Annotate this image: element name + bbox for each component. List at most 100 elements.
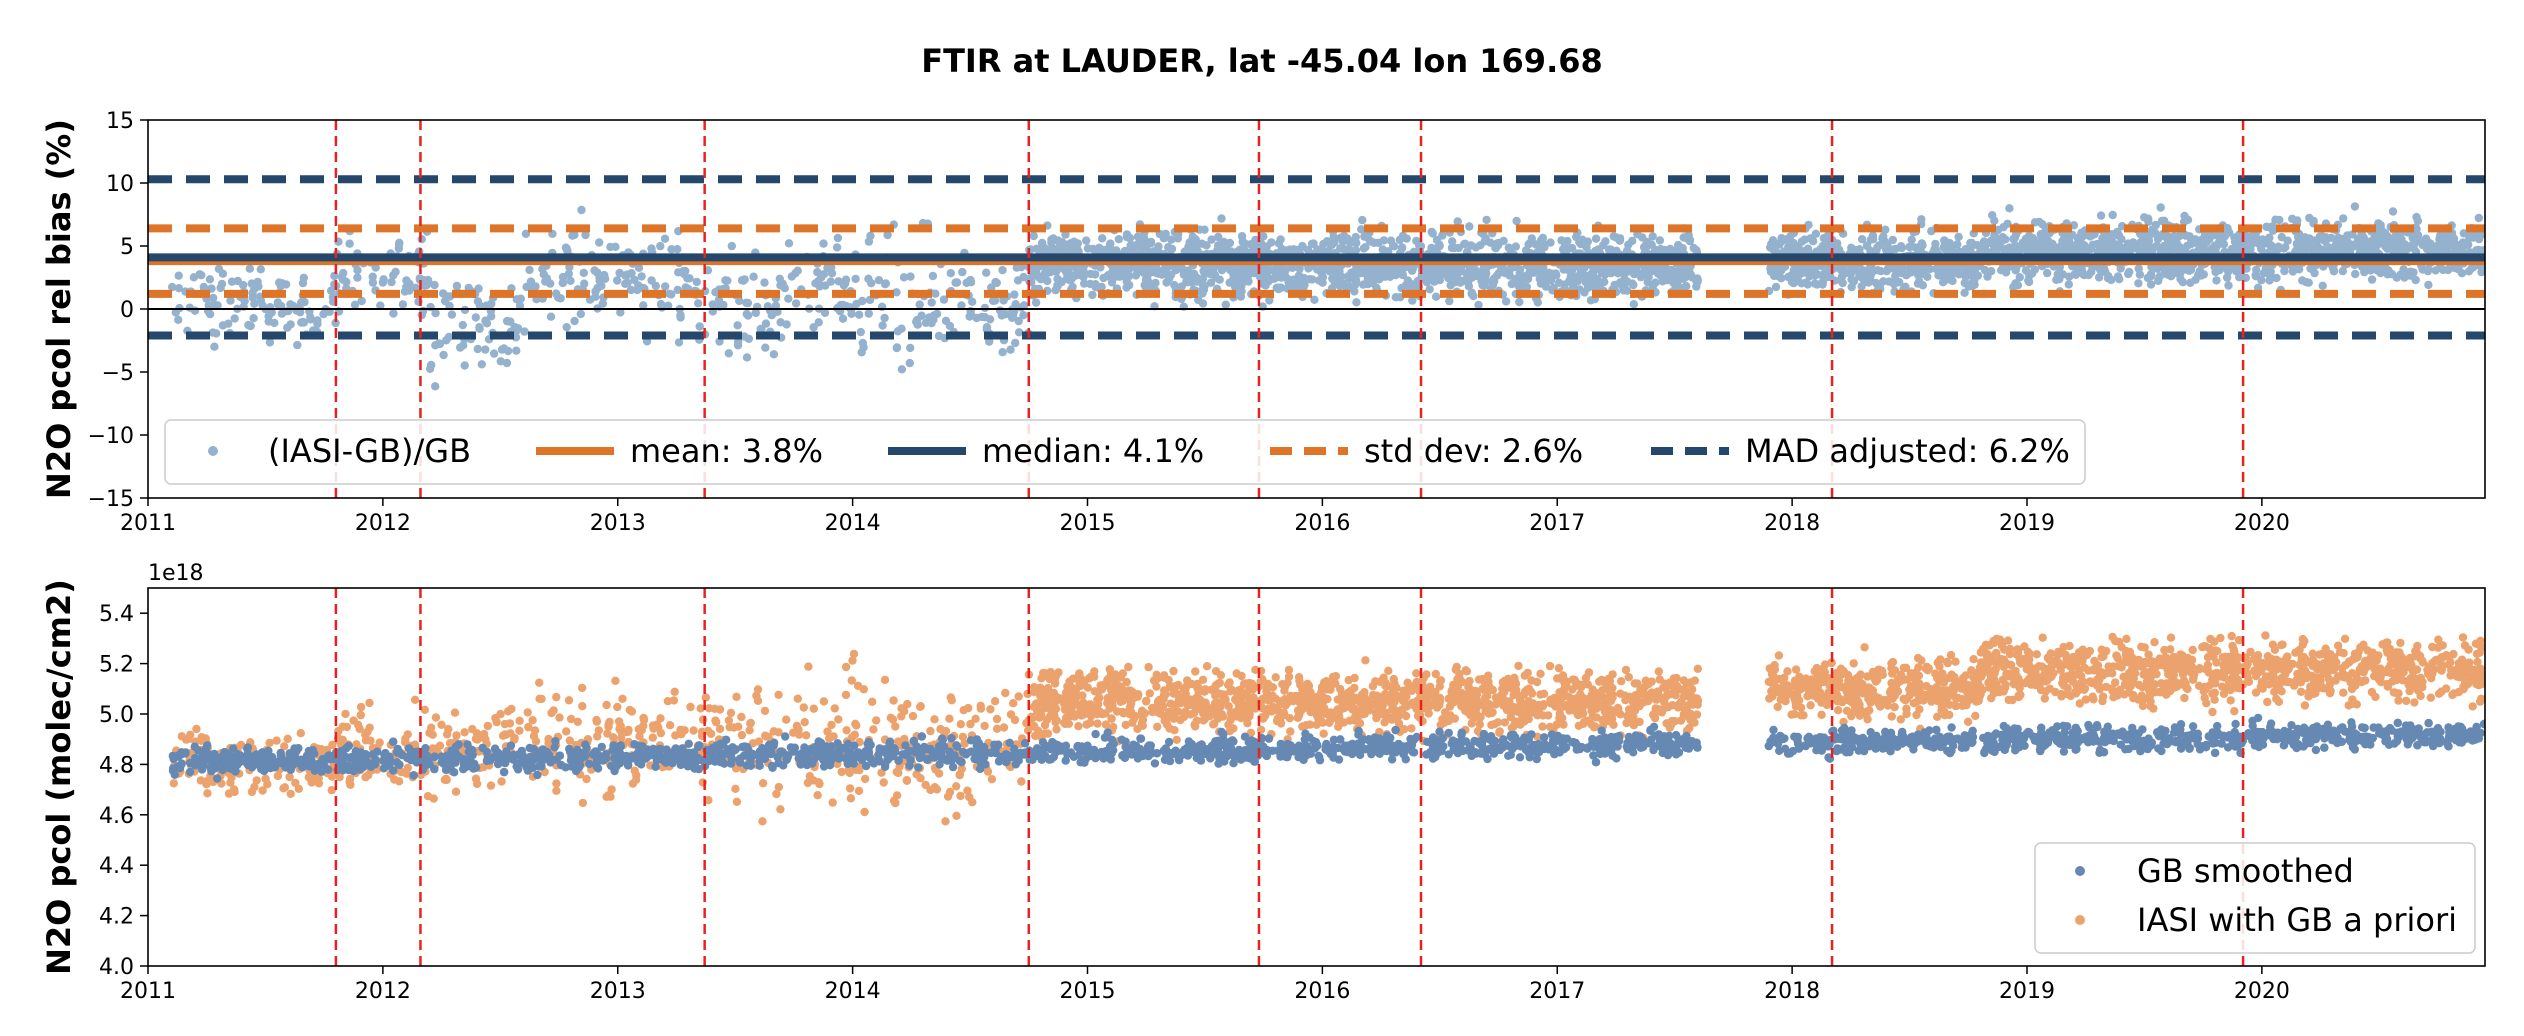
bias-point	[742, 353, 752, 362]
bias-point	[2458, 238, 2468, 247]
bias-point	[1241, 266, 1250, 275]
bias-point	[2241, 273, 2250, 282]
bias-point	[218, 321, 228, 330]
bias-point	[905, 358, 914, 368]
bias-point	[265, 338, 275, 347]
bias-point	[447, 310, 457, 319]
bias-point	[1593, 245, 1603, 254]
bias-point	[1143, 271, 1152, 280]
bias-point	[1044, 246, 1053, 256]
bias-point	[1897, 243, 1907, 253]
iasi-point	[992, 714, 1002, 724]
iasi-point	[1009, 699, 1018, 708]
bias-point	[1554, 278, 1564, 287]
bias-point	[929, 311, 939, 320]
iasi-point	[952, 782, 961, 791]
iasi-point	[1693, 664, 1703, 673]
bias-point	[1197, 239, 1207, 248]
iasi-point	[273, 771, 283, 781]
bias-point	[2027, 269, 2037, 278]
bias-point	[230, 314, 239, 323]
bias-point	[2304, 278, 2313, 287]
bias-point	[724, 349, 733, 358]
bias-point	[551, 289, 561, 298]
iasi-point	[711, 716, 720, 725]
bias-point	[1408, 296, 1417, 305]
bias-point	[2151, 220, 2160, 230]
iasi-point	[451, 787, 461, 796]
bias-point	[1467, 289, 1476, 298]
bias-point	[2011, 266, 2020, 275]
iasi-point	[737, 712, 746, 722]
iasi-point	[578, 702, 587, 711]
bias-point	[1072, 242, 1081, 251]
bias-point	[2424, 280, 2433, 290]
bias-point	[1874, 241, 1884, 250]
iasi-point	[356, 710, 365, 720]
bias-point	[264, 312, 273, 321]
bias-point	[651, 281, 660, 291]
bias-point	[2043, 268, 2052, 278]
bias-point	[1265, 296, 1274, 305]
iasi-point	[1536, 669, 1545, 678]
bias-point	[1214, 232, 1223, 242]
iasi-point	[327, 772, 337, 781]
bias-point	[985, 337, 994, 346]
bias-point	[1011, 338, 1020, 348]
iasi-point	[1152, 682, 1161, 691]
bias-point	[2373, 266, 2382, 275]
bias-point	[892, 343, 902, 352]
bias-point	[487, 312, 496, 321]
iasi-point	[307, 778, 316, 787]
bias-point	[297, 298, 306, 307]
bias-point	[353, 273, 362, 282]
bias-point	[1221, 300, 1231, 309]
bias-point	[723, 276, 732, 285]
bias-point	[2175, 243, 2185, 252]
bias-point	[858, 338, 867, 348]
bias-point	[253, 277, 262, 287]
iasi-point	[746, 718, 755, 728]
bias-point	[1642, 240, 1651, 249]
iasi-point	[850, 730, 859, 739]
bias-point	[2342, 235, 2351, 244]
iasi-point	[294, 784, 303, 793]
bias-point	[1403, 276, 1413, 285]
bias-point	[1431, 292, 1441, 301]
iasi-point	[328, 740, 337, 750]
bias-point	[1849, 277, 1859, 286]
bias-point	[1501, 297, 1511, 306]
iasi-point	[827, 720, 836, 730]
iasi-point	[689, 726, 698, 735]
bias-point	[1517, 278, 1527, 288]
bias-point	[233, 276, 242, 286]
bias-point	[1122, 283, 1131, 292]
bias-point	[1616, 278, 1625, 287]
bias-point	[331, 318, 340, 328]
bias-point	[951, 278, 960, 287]
iasi-point	[375, 738, 384, 747]
bias-point	[1464, 282, 1474, 291]
bias-point	[1966, 238, 1975, 248]
bias-point	[1586, 296, 1596, 305]
bias-point	[962, 278, 971, 287]
bias-point	[749, 272, 758, 281]
iasi-point	[987, 775, 997, 784]
iasi-point	[582, 774, 591, 784]
iasi-point	[726, 708, 736, 718]
bias-point	[1207, 235, 1216, 244]
bias-point	[757, 325, 766, 334]
bias-point	[1583, 283, 1593, 292]
iasi-point	[283, 734, 292, 743]
bias-point	[2088, 263, 2097, 272]
bias-point	[1350, 287, 1359, 296]
bias-point	[1166, 270, 1175, 280]
bias-point	[546, 312, 556, 321]
iasi-point	[1074, 722, 1083, 731]
iasi-point	[860, 774, 870, 784]
iasi-point	[845, 768, 854, 778]
bias-point	[2351, 269, 2360, 279]
bias-point	[1512, 216, 1521, 226]
bias-point	[293, 340, 302, 350]
